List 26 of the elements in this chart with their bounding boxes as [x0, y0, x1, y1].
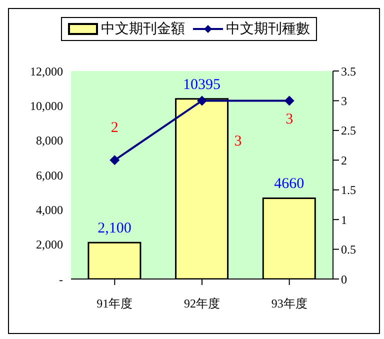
y-tick-label: 10,000 [30, 98, 63, 113]
x-tick-label: 92年度 [184, 296, 220, 311]
y-tick-label: 12,000 [30, 64, 63, 78]
y-tick-label: 6,000 [36, 168, 63, 182]
y-tick-label: 2,000 [36, 238, 63, 252]
y-tick-label: 8,000 [36, 134, 63, 148]
y2-tick-label: 2.5 [341, 124, 356, 138]
y2-tick-label: 1.5 [341, 183, 356, 198]
data-label: 10395 [183, 76, 221, 93]
y-tick-label: - [59, 272, 63, 286]
y2-tick-label: 0.5 [341, 242, 356, 257]
y2-tick-label: 0 [341, 272, 347, 286]
y-tick-label: 4,000 [36, 202, 63, 217]
data-label: 3 [286, 112, 294, 128]
data-label: 4660 [274, 176, 304, 192]
legend-label: 中文期刊金額 [101, 20, 185, 38]
x-tick-label: 91年度 [96, 296, 133, 311]
data-label: 2 [110, 120, 118, 136]
y2-tick-label: 1 [341, 212, 347, 227]
data-label: 3 [234, 134, 242, 150]
data-label: 2,100 [98, 220, 132, 237]
y2-tick-label: 3 [341, 94, 347, 108]
y2-tick-label: 2 [341, 153, 347, 168]
legend-label: 中文期刊種數 [226, 20, 310, 38]
y2-tick-label: 3.5 [341, 64, 356, 78]
x-tick-label: 93年度 [271, 296, 308, 311]
